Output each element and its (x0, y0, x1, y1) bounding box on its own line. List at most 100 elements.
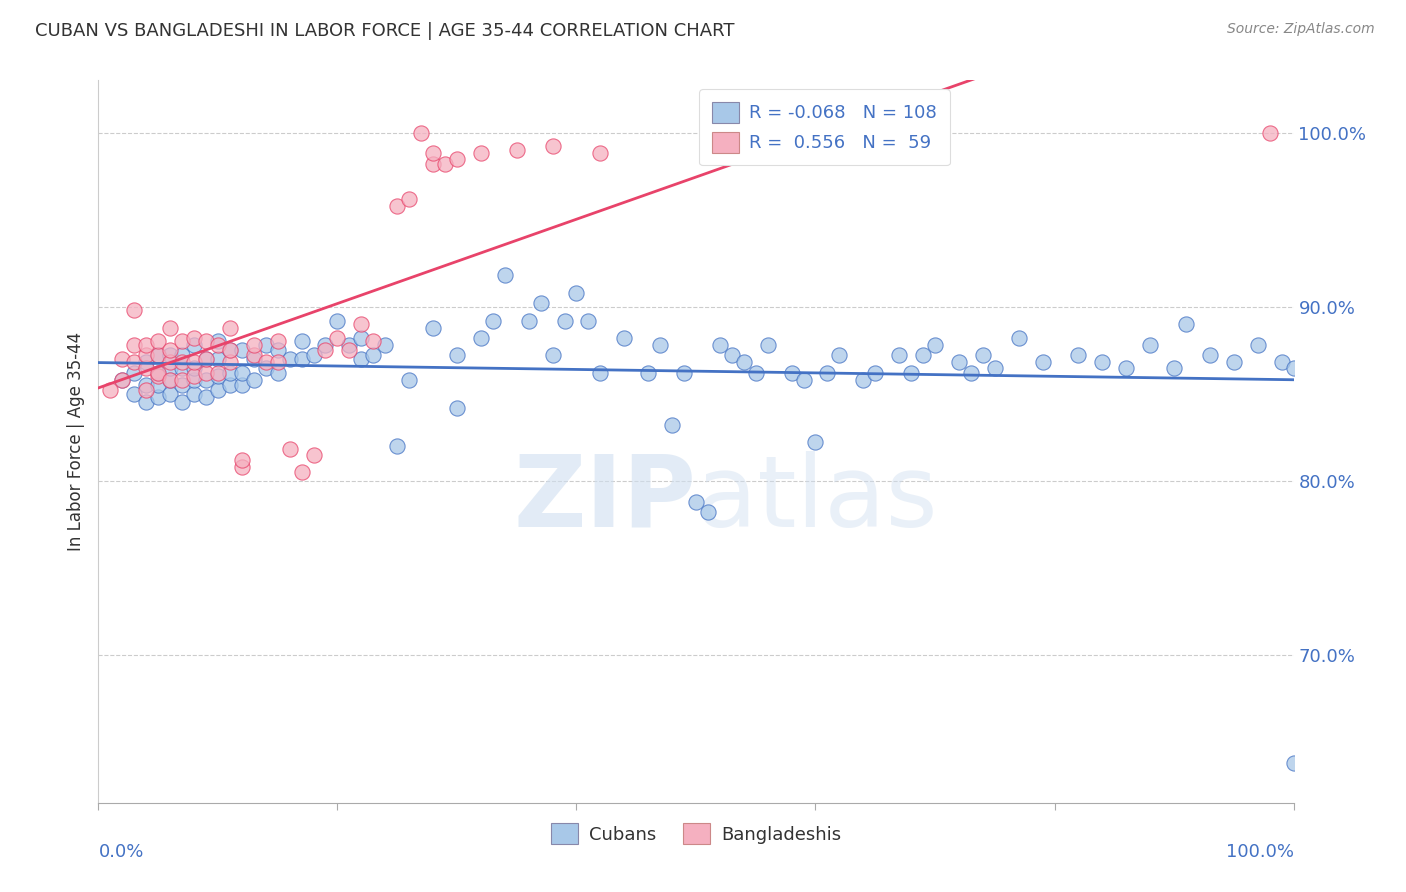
Point (183, 331, 205, 345)
Point (207, 383, 229, 397)
Point (315, 338, 337, 352)
Point (422, 320, 444, 334)
Point (207, 334, 229, 349)
Point (924, 338, 946, 352)
Point (1163, 360, 1185, 375)
Point (589, 366, 612, 380)
Point (398, 192, 420, 206)
Point (1223, 355, 1246, 369)
Point (231, 459, 253, 474)
Point (243, 338, 266, 352)
Point (804, 435, 827, 450)
Point (530, 296, 553, 310)
Point (159, 373, 181, 387)
Point (984, 360, 1007, 375)
Point (315, 343, 337, 358)
Point (172, 378, 194, 392)
Point (278, 442, 301, 457)
Point (1115, 360, 1137, 375)
Point (1067, 348, 1090, 362)
Point (1008, 331, 1031, 345)
Point (541, 139, 564, 153)
Point (124, 386, 146, 401)
Point (159, 386, 181, 401)
Point (291, 334, 314, 349)
Point (278, 351, 301, 366)
Point (135, 395, 157, 409)
Point (148, 369, 170, 384)
Text: ZIP: ZIP (513, 450, 696, 548)
Point (111, 351, 134, 366)
Point (111, 373, 134, 387)
Point (745, 366, 768, 380)
Point (159, 373, 181, 387)
Point (1258, 126, 1281, 140)
Point (673, 366, 696, 380)
Point (398, 373, 420, 387)
Point (517, 313, 540, 327)
Point (554, 313, 576, 327)
Point (148, 348, 170, 362)
Point (207, 366, 229, 380)
Point (446, 152, 468, 166)
Point (828, 348, 851, 362)
Point (470, 146, 492, 161)
Point (183, 360, 205, 375)
Point (733, 355, 755, 369)
Point (267, 366, 290, 380)
Point (1282, 756, 1305, 770)
Point (243, 373, 266, 387)
Point (350, 351, 373, 366)
Point (972, 348, 994, 362)
Point (254, 355, 277, 369)
Point (172, 373, 194, 387)
Point (124, 366, 146, 380)
Point (411, 126, 433, 140)
Point (195, 390, 218, 404)
Point (911, 348, 934, 362)
Point (780, 366, 803, 380)
Point (172, 360, 194, 375)
Point (148, 366, 170, 380)
Point (1199, 348, 1222, 362)
Point (172, 355, 194, 369)
Point (589, 146, 612, 161)
Point (756, 338, 779, 352)
Point (219, 343, 242, 358)
Point (302, 348, 325, 362)
Point (434, 157, 457, 171)
Point (124, 338, 146, 352)
Point (207, 338, 229, 352)
Point (231, 343, 253, 358)
Point (385, 199, 409, 213)
Legend: Cubans, Bangladeshis: Cubans, Bangladeshis (544, 816, 848, 852)
Text: atlas: atlas (696, 450, 938, 548)
Point (291, 351, 314, 366)
Point (648, 338, 672, 352)
Point (506, 143, 529, 157)
Point (422, 157, 444, 171)
Y-axis label: In Labor Force | Age 35-44: In Labor Force | Age 35-44 (66, 332, 84, 551)
Point (302, 448, 325, 462)
Point (470, 331, 492, 345)
Point (195, 351, 218, 366)
Point (613, 331, 636, 345)
Point (889, 348, 911, 362)
Text: 100.0%: 100.0% (1226, 843, 1294, 861)
Point (207, 351, 229, 366)
Point (172, 334, 194, 349)
Point (148, 390, 170, 404)
Point (363, 348, 385, 362)
Point (793, 373, 815, 387)
Point (124, 303, 146, 318)
Point (98, 383, 122, 397)
Point (183, 373, 205, 387)
Point (960, 366, 983, 380)
Text: Source: ZipAtlas.com: Source: ZipAtlas.com (1227, 22, 1375, 37)
Point (565, 285, 588, 300)
Point (254, 360, 277, 375)
Point (374, 338, 396, 352)
Point (494, 268, 516, 283)
Point (231, 378, 253, 392)
Point (219, 343, 242, 358)
